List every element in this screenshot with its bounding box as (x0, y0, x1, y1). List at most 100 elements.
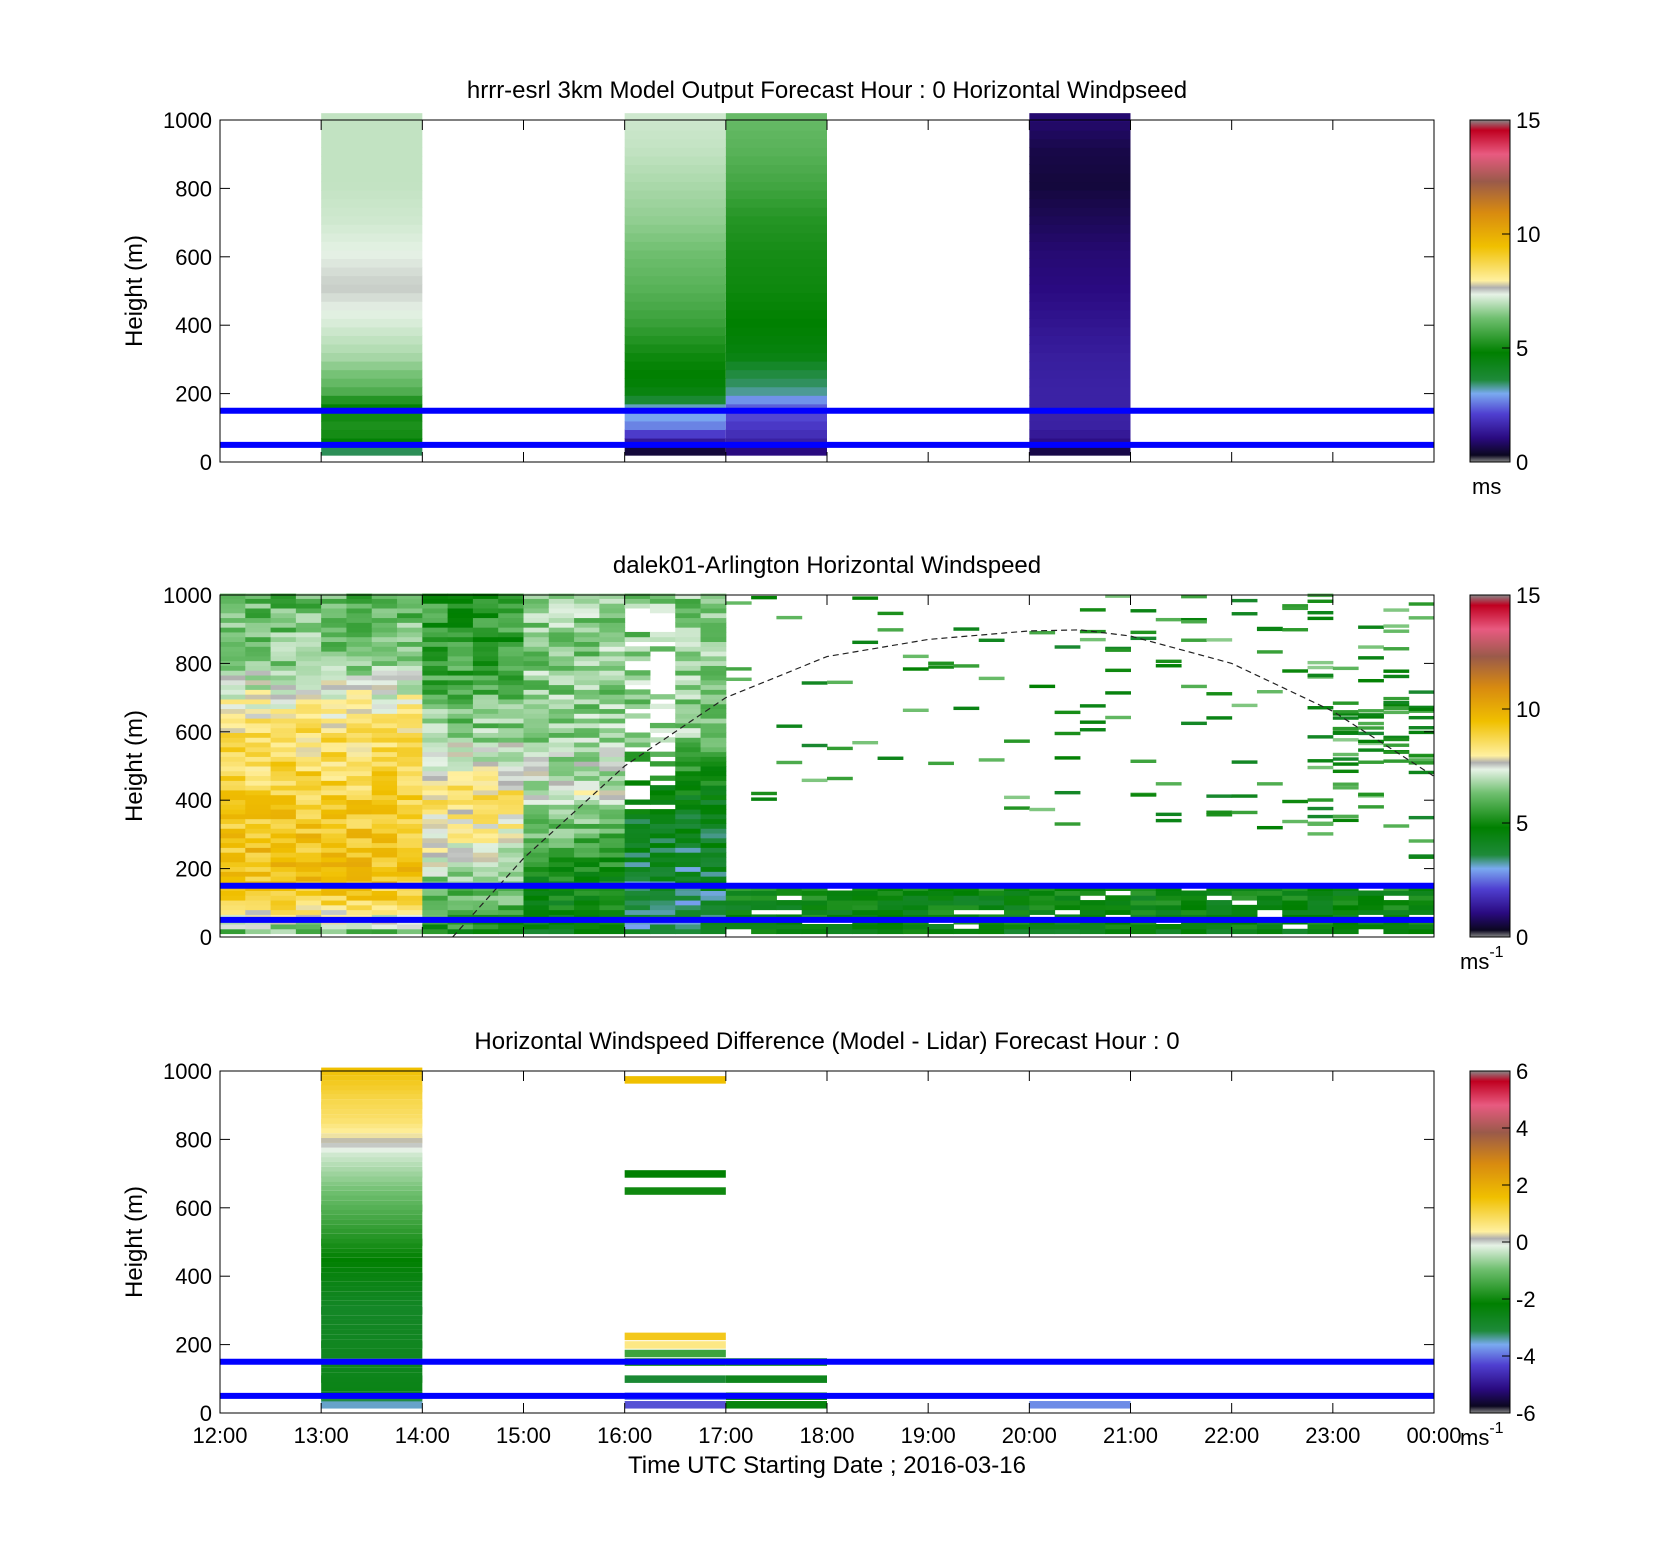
heatmap-cell (1408, 761, 1435, 765)
x-tick-label: 18:00 (799, 1423, 854, 1448)
heatmap-cell (295, 890, 322, 896)
heatmap-cell (1130, 924, 1157, 930)
heatmap-cell (371, 713, 398, 719)
heatmap-cell (346, 622, 373, 628)
heatmap-cell (371, 895, 398, 901)
heatmap-cell (346, 751, 373, 757)
heatmap-cell (624, 224, 726, 234)
heatmap-cell (649, 861, 676, 868)
heatmap-cell (574, 828, 600, 834)
heatmap-cell (498, 679, 524, 686)
heatmap-cell (523, 837, 550, 844)
heatmap-cell (1029, 147, 1131, 157)
heatmap-cell (574, 847, 600, 853)
heatmap-cell (321, 670, 347, 676)
heatmap-cell (321, 612, 347, 619)
heatmap-cell (472, 732, 499, 738)
heatmap-cell (270, 665, 297, 671)
heatmap-cell (827, 776, 853, 781)
heatmap-cell (574, 607, 600, 614)
heatmap-cell (472, 856, 499, 863)
heatmap-cell (624, 138, 726, 148)
heatmap-cell (675, 924, 702, 930)
heatmap-cell (523, 742, 550, 748)
heatmap-cell (852, 928, 879, 935)
heatmap-cell (422, 794, 449, 801)
heatmap-cell (700, 746, 727, 753)
heatmap-cell (245, 607, 272, 614)
heatmap-cell (220, 866, 246, 872)
heatmap-cell (295, 799, 322, 805)
heatmap-cell (599, 698, 626, 705)
chart-panel-3: Horizontal Windspeed Difference (Model -… (121, 1028, 1536, 1479)
heatmap-cell (321, 780, 347, 786)
heatmap-cell (321, 799, 347, 805)
heatmap-cell (498, 617, 524, 623)
heatmap-cell (498, 780, 524, 786)
heatmap-cell (498, 785, 524, 791)
heatmap-cell (422, 617, 449, 623)
heatmap-cell (1358, 924, 1384, 930)
heatmap-cell (245, 622, 272, 628)
heatmap-cell (371, 622, 398, 628)
heatmap-cell (245, 890, 272, 896)
heatmap-cell (700, 636, 727, 643)
heatmap-cell (321, 636, 347, 643)
heatmap-cell (1358, 909, 1384, 915)
heatmap-cell (321, 275, 423, 285)
heatmap-cell (548, 660, 575, 666)
heatmap-cell (548, 746, 575, 753)
heatmap-cell (321, 842, 347, 848)
heatmap-cell (270, 833, 297, 839)
heatmap-cell (548, 837, 575, 844)
heatmap-cell (220, 646, 246, 652)
heatmap-cell (523, 660, 550, 666)
heatmap-cell (245, 651, 272, 657)
heatmap-cell (447, 665, 474, 671)
heatmap-cell (548, 818, 575, 824)
heatmap-cell (321, 727, 347, 733)
heatmap-cell (245, 727, 272, 733)
heatmap-cell (548, 636, 575, 643)
heatmap-cell (321, 1300, 423, 1306)
heatmap-cell (574, 655, 600, 662)
heatmap-cell (321, 1252, 423, 1258)
heatmap-cell (371, 603, 398, 609)
heatmap-cell (725, 113, 827, 123)
heatmap-cell (321, 756, 347, 762)
heatmap-cell (498, 890, 524, 896)
heatmap-cell (599, 684, 626, 690)
heatmap-cell (270, 751, 297, 757)
heatmap-cell (827, 924, 853, 930)
heatmap-cell (599, 895, 626, 901)
heatmap-cell (1004, 890, 1030, 896)
heatmap-cell (574, 727, 600, 733)
heatmap-cell (624, 603, 651, 609)
heatmap-cell (1029, 181, 1131, 191)
heatmap-cell (1105, 924, 1131, 930)
heatmap-cell (346, 890, 373, 896)
heatmap-cell (295, 641, 322, 647)
heatmap-cell (852, 640, 879, 645)
y-axis-label: Height (m) (121, 235, 148, 347)
heatmap-cell (599, 823, 626, 829)
heatmap-cell (624, 698, 651, 705)
heatmap-cell (827, 746, 853, 751)
heatmap-cell (245, 809, 272, 815)
heatmap-cell (599, 876, 626, 882)
heatmap-cell (1282, 895, 1309, 901)
heatmap-cell (220, 924, 246, 930)
heatmap-cell (498, 837, 524, 844)
heatmap-cell (523, 789, 550, 796)
heatmap-cell (472, 833, 499, 839)
heatmap-cell (675, 627, 702, 633)
heatmap-cell (902, 928, 929, 935)
heatmap-cell (321, 1085, 423, 1091)
heatmap-cell (1307, 928, 1334, 935)
heatmap-cell (928, 924, 954, 930)
heatmap-cell (472, 593, 499, 599)
heatmap-cell (1029, 928, 1056, 935)
heatmap-cell (498, 593, 524, 599)
heatmap-cell (397, 627, 423, 633)
heatmap-cell (397, 751, 423, 757)
